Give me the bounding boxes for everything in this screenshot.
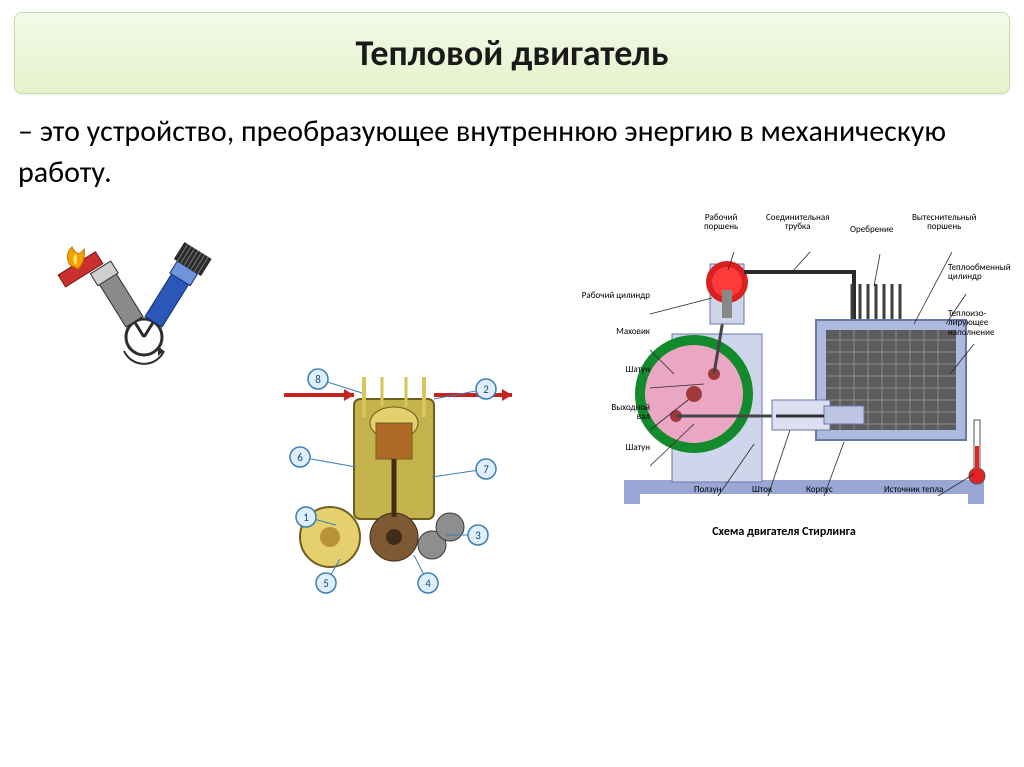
- stirling-label: Оребрение: [850, 225, 893, 234]
- svg-text:8: 8: [315, 373, 321, 386]
- svg-text:6: 6: [297, 451, 303, 464]
- svg-text:2: 2: [483, 383, 489, 396]
- stirling-label: Маховик: [554, 327, 650, 336]
- figure-piston-cutaway: 1 2 3 4 5 6 7 8: [264, 349, 524, 609]
- stirling-label: Рабочий поршень: [704, 213, 738, 232]
- slide-title-bar: Тепловой двигатель: [14, 12, 1010, 94]
- stirling-label: Теплообменный цилиндр: [948, 263, 1018, 282]
- svg-text:5: 5: [323, 577, 329, 590]
- definition-text: – это устройство, преобразующее внутренн…: [18, 112, 1006, 193]
- svg-text:4: 4: [425, 577, 431, 590]
- figures-area: 1 2 3 4 5 6 7 8: [14, 199, 1010, 669]
- stirling-caption: Схема двигателя Стирлинга: [554, 525, 1014, 539]
- svg-text:7: 7: [483, 463, 489, 476]
- stirling-label: Ползун: [694, 485, 721, 494]
- stirling-label: Выходной вал: [554, 403, 650, 422]
- stirling-label: Шток: [752, 485, 772, 494]
- figure-v-pistons: [44, 229, 244, 369]
- stirling-label: Корпус: [806, 485, 833, 494]
- figure-stirling-schema: Рабочий цилиндр Маховик Шатун Выходной в…: [554, 209, 1014, 539]
- stirling-label: Вытеснительный поршень: [912, 213, 976, 232]
- svg-text:3: 3: [475, 529, 481, 542]
- slide-title: Тепловой двигатель: [25, 31, 999, 75]
- stirling-label: Теплоизо- лирующее наполнение: [948, 309, 1018, 337]
- stirling-label: Шатун: [554, 365, 650, 374]
- svg-text:1: 1: [303, 511, 309, 524]
- stirling-label: Шатун: [554, 443, 650, 452]
- definition-block: – это устройство, преобразующее внутренн…: [14, 112, 1010, 193]
- stirling-label: Источник тепла: [884, 485, 943, 494]
- stirling-label: Рабочий цилиндр: [554, 291, 650, 300]
- stirling-label: Соединительная трубка: [766, 213, 829, 232]
